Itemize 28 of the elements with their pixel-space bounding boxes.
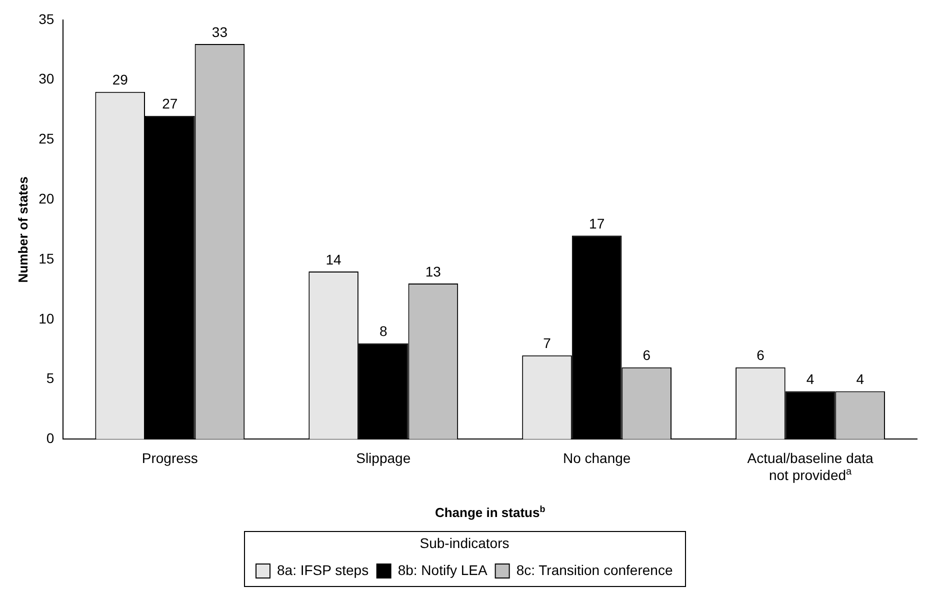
data-label: 6 xyxy=(756,347,765,364)
y-tick-label: 25 xyxy=(38,130,54,147)
data-label: 29 xyxy=(112,72,128,88)
data-label: 13 xyxy=(425,263,442,280)
y-axis-title: Number of states xyxy=(15,176,30,283)
data-label: 6 xyxy=(642,347,651,364)
legend-title: Sub-indicators xyxy=(420,535,510,552)
y-tick-label: 15 xyxy=(38,250,54,266)
legend-label: 8c: Transition conference xyxy=(516,562,673,578)
y-tick-label: 35 xyxy=(38,10,54,27)
x-tick-label: Slippage xyxy=(356,450,411,466)
data-label: 27 xyxy=(162,96,178,112)
x-tick-label: No change xyxy=(562,450,631,466)
y-tick-label: 20 xyxy=(38,190,54,207)
legend-label: 8a: IFSP steps xyxy=(277,562,369,578)
legend-label: 8b: Notify LEA xyxy=(398,562,488,578)
y-tick-label: 10 xyxy=(38,310,54,326)
data-label: 33 xyxy=(212,24,228,40)
data-label: 14 xyxy=(326,251,342,268)
y-tick-label: 5 xyxy=(46,370,54,386)
y-tick-label: 30 xyxy=(38,70,54,87)
data-label: 4 xyxy=(856,371,864,388)
data-label: 4 xyxy=(806,371,814,388)
data-label: 8 xyxy=(379,323,388,340)
data-label: 17 xyxy=(589,215,605,232)
data-label: 7 xyxy=(543,335,552,352)
x-tick-label: Progress xyxy=(142,450,198,466)
y-tick-label: 0 xyxy=(46,430,54,446)
